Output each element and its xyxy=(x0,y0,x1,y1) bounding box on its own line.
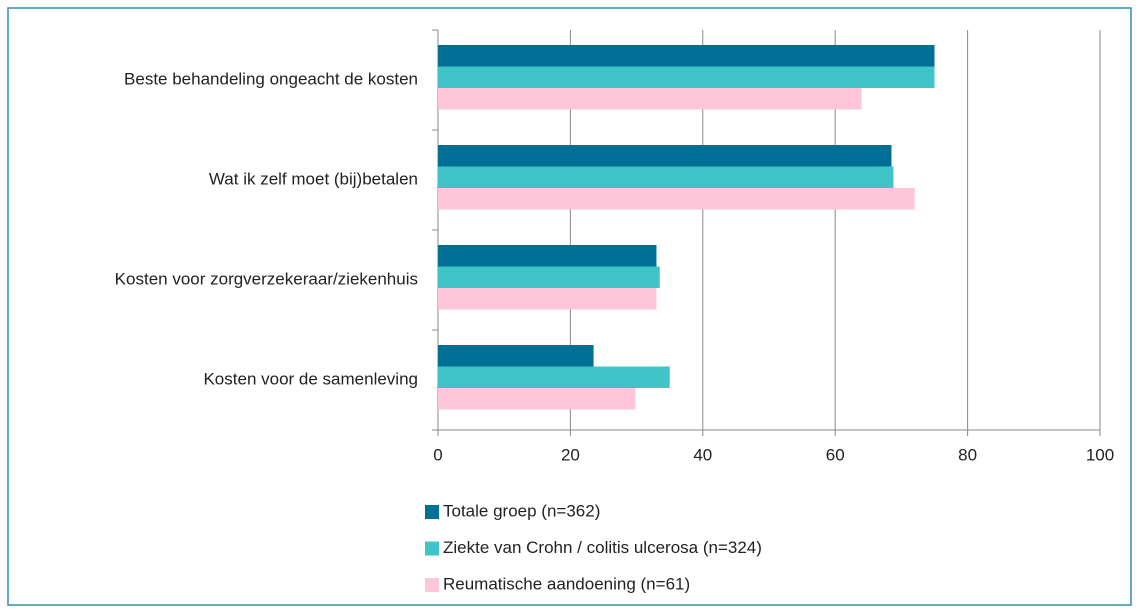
x-tick-label: 20 xyxy=(561,445,580,464)
y-tick-label: Kosten voor zorgverzekeraar/ziekenhuis xyxy=(115,269,418,288)
bar xyxy=(438,45,935,67)
bar xyxy=(438,388,636,410)
x-tick-label: 40 xyxy=(693,445,712,464)
bar xyxy=(438,145,892,167)
y-tick-label: Beste behandeling ongeacht de kosten xyxy=(124,69,418,88)
bar xyxy=(438,88,862,110)
bar xyxy=(438,345,594,367)
legend-label: Reumatische aandoening (n=61) xyxy=(443,574,690,593)
bar xyxy=(438,288,657,310)
legend-swatch xyxy=(425,541,439,556)
legend-swatch xyxy=(425,505,439,519)
legend-label: Totale groep (n=362) xyxy=(443,501,600,520)
x-tick-label: 0 xyxy=(433,445,442,464)
bar xyxy=(438,366,670,388)
x-tick-label: 80 xyxy=(958,445,977,464)
x-tick-label: 60 xyxy=(826,445,845,464)
bar xyxy=(438,245,657,267)
bar xyxy=(438,166,894,188)
bar xyxy=(438,266,660,288)
legend-swatch xyxy=(425,578,439,592)
y-tick-label: Kosten voor de samenleving xyxy=(203,369,418,388)
bar xyxy=(438,66,935,88)
bar xyxy=(438,188,915,210)
y-tick-label: Wat ik zelf moet (bij)betalen xyxy=(209,169,418,188)
legend-label: Ziekte van Crohn / colitis ulcerosa (n=3… xyxy=(443,538,762,557)
x-tick-label: 100 xyxy=(1086,445,1114,464)
